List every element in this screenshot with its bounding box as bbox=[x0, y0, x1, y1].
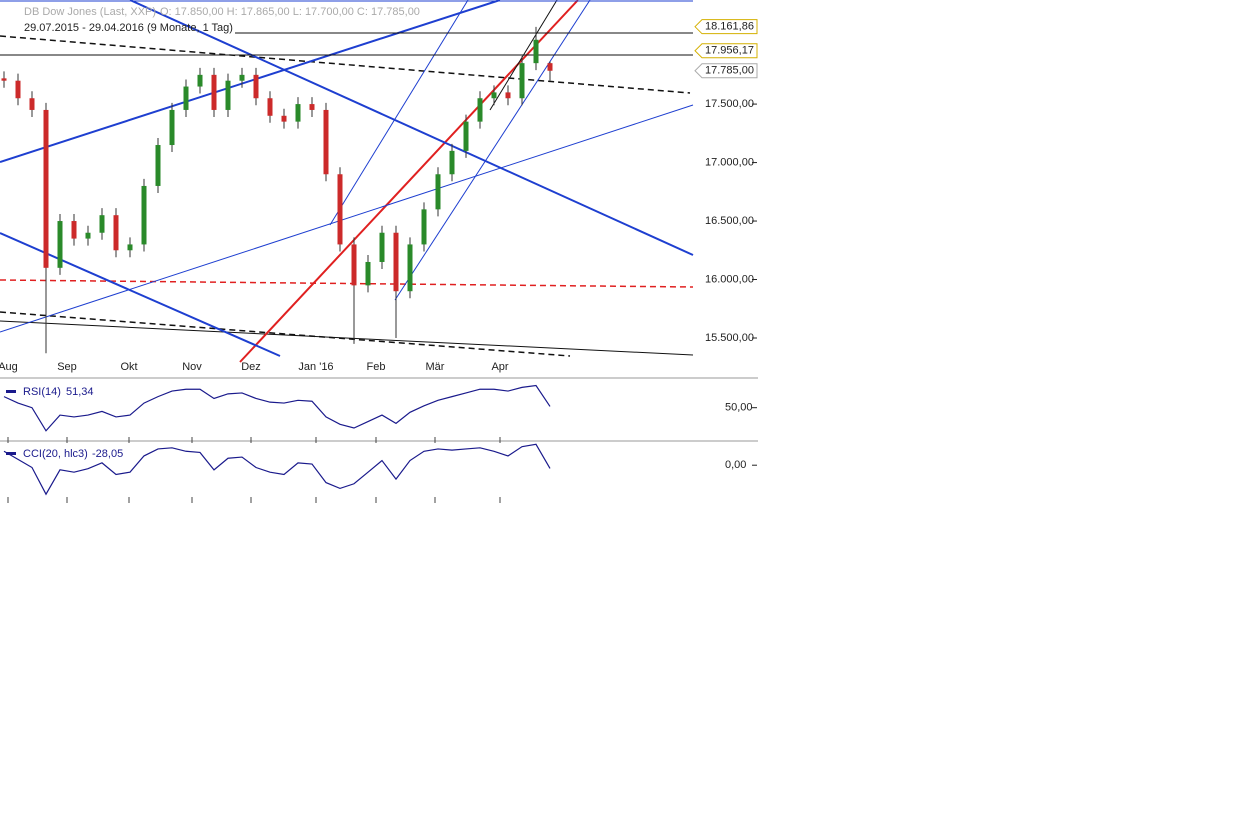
y-tick-label: 50,00 bbox=[725, 402, 753, 414]
candle-body bbox=[57, 221, 63, 268]
y-tick-label: 0,00 bbox=[725, 459, 746, 471]
x-tick-label: Nov bbox=[182, 361, 202, 373]
x-tick-label: Mär bbox=[426, 361, 445, 373]
candle-body bbox=[183, 86, 189, 110]
price-marker bbox=[694, 19, 758, 35]
candle-body bbox=[253, 74, 259, 99]
y-tick-label: 15.500,00 bbox=[705, 332, 754, 344]
candle-body bbox=[435, 174, 441, 210]
candle-body bbox=[85, 232, 91, 239]
x-tick-label: Apr bbox=[491, 361, 508, 373]
price-marker-label: 18.161,86 bbox=[705, 21, 754, 33]
date-range: 29.07.2015 - 29.04.2016 (9 Monate, 1 Tag… bbox=[24, 22, 233, 34]
price-marker-label: 17.785,00 bbox=[705, 65, 754, 77]
x-tick-label: Feb bbox=[367, 361, 386, 373]
candle-body bbox=[519, 63, 525, 99]
candle-body bbox=[505, 92, 511, 99]
legend-name: RSI(14) bbox=[23, 386, 61, 398]
candle-body bbox=[309, 104, 315, 110]
price-marker bbox=[694, 63, 758, 79]
x-tick-label: Jan '16 bbox=[298, 361, 333, 373]
x-tick-label: Dez bbox=[241, 361, 261, 373]
candle-body bbox=[351, 244, 357, 286]
legend-value: -28,05 bbox=[92, 448, 123, 460]
trend-lines bbox=[0, 0, 694, 363]
candle-body bbox=[155, 145, 161, 186]
candle-body bbox=[337, 174, 343, 245]
candle-body bbox=[239, 74, 245, 81]
candle-body bbox=[141, 185, 147, 245]
candle-body bbox=[533, 39, 539, 64]
candle-body bbox=[197, 74, 203, 87]
candle-body bbox=[225, 80, 231, 110]
candle-body bbox=[407, 244, 413, 292]
candle-body bbox=[463, 121, 469, 151]
x-tick-label: Aug bbox=[0, 361, 18, 373]
price-marker bbox=[694, 43, 758, 59]
rsi-line bbox=[3, 384, 551, 432]
candle-body bbox=[421, 209, 427, 245]
candle-body bbox=[295, 104, 301, 122]
candle-body bbox=[113, 215, 119, 251]
candle-body bbox=[43, 109, 49, 268]
y-tick-label: 16.000,00 bbox=[705, 273, 754, 285]
legend-swatch bbox=[6, 390, 16, 393]
candle-body bbox=[491, 92, 497, 99]
ohlc: O: 17.850,00 H: 17.865,00 L: 17.700,00 C… bbox=[160, 6, 420, 18]
y-tick-label: 17.500,00 bbox=[705, 98, 754, 110]
candle-body bbox=[29, 98, 35, 110]
y-tick-label: 17.000,00 bbox=[705, 156, 754, 168]
candle-body bbox=[99, 215, 105, 233]
candle-body bbox=[169, 109, 175, 146]
candle-body bbox=[127, 244, 133, 251]
price-marker-label: 17.956,17 bbox=[705, 45, 754, 57]
candle-body bbox=[547, 63, 553, 71]
candle-body bbox=[477, 98, 483, 122]
candle-body bbox=[15, 80, 21, 99]
x-tick-label: Sep bbox=[57, 361, 77, 373]
legend-swatch bbox=[6, 452, 16, 455]
candle-body bbox=[211, 74, 217, 110]
candle-body bbox=[1, 78, 7, 81]
instrument-name: DB Dow Jones (Last, XXP) bbox=[24, 6, 156, 18]
candle-body bbox=[281, 115, 287, 122]
candle-body bbox=[71, 221, 77, 239]
candle-body bbox=[323, 109, 329, 175]
candle-body bbox=[365, 261, 371, 286]
legend-name: CCI(20, hlc3) bbox=[23, 448, 88, 460]
x-tick-label: Okt bbox=[120, 361, 137, 373]
legend-value: 51,34 bbox=[66, 386, 94, 398]
cci-line bbox=[3, 443, 551, 496]
candle-body bbox=[379, 232, 385, 262]
candle-body bbox=[267, 98, 273, 116]
y-tick-label: 16.500,00 bbox=[705, 215, 754, 227]
candle-body bbox=[393, 232, 399, 292]
candle-body bbox=[449, 150, 455, 175]
